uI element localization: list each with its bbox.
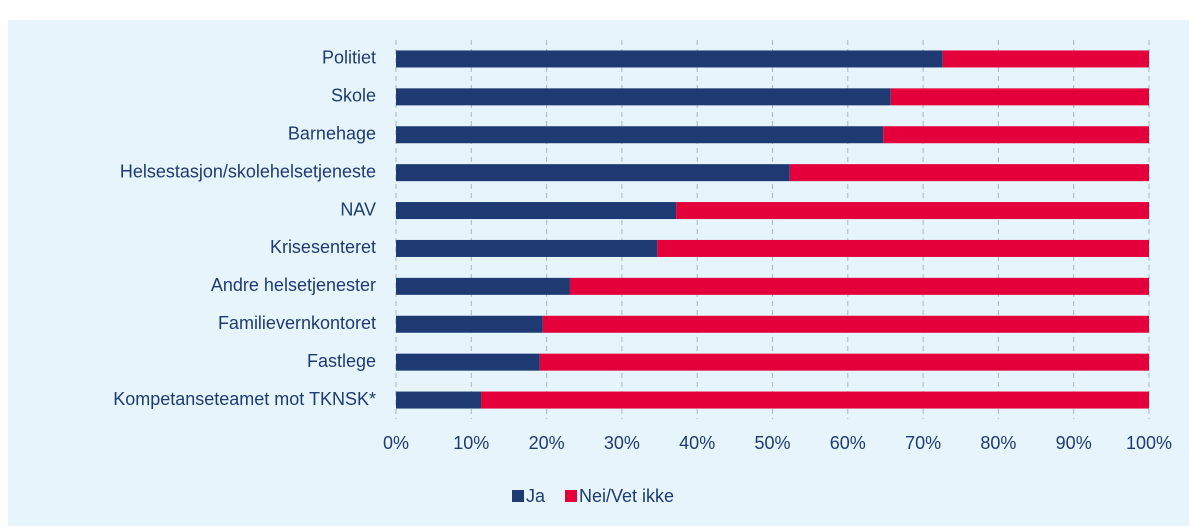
x-tick-label: 30% <box>604 433 640 453</box>
y-tick-label: Andre helsetjenester <box>211 275 376 295</box>
bar-segment <box>569 277 1149 295</box>
bar-segment <box>481 391 1149 409</box>
y-tick-label: Krisesenteret <box>270 237 376 257</box>
bar-segment <box>890 88 1149 106</box>
x-tick-label: 40% <box>679 433 715 453</box>
x-tick-label: 100% <box>1126 433 1172 453</box>
bar-segment <box>396 88 891 106</box>
bar-segment <box>942 50 1149 68</box>
y-tick-label: Barnehage <box>288 124 376 144</box>
y-tick-label: Skole <box>331 86 376 106</box>
bar-segment <box>542 315 1149 333</box>
x-tick-label: 90% <box>1056 433 1092 453</box>
x-tick-label: 20% <box>529 433 565 453</box>
y-tick-label: Helsestasjon/skolehelsetjeneste <box>120 161 376 181</box>
bar-segment <box>396 239 658 257</box>
x-tick-label: 60% <box>830 433 866 453</box>
bar-segment <box>396 391 482 409</box>
legend-swatch <box>565 490 578 502</box>
bar-segment <box>676 202 1149 220</box>
y-tick-label: Politiet <box>322 48 376 68</box>
bar-segment <box>396 202 677 220</box>
bar-segment <box>657 239 1149 257</box>
x-tick-label: 10% <box>453 433 489 453</box>
y-tick-label: Fastlege <box>307 351 376 371</box>
bar-segment <box>396 164 790 182</box>
y-tick-label: Kompetanseteamet mot TKNSK* <box>113 389 376 409</box>
y-tick-label: Familievernkontoret <box>218 313 376 333</box>
y-tick-label: NAV <box>340 199 376 219</box>
legend-label: Nei/Vet ikke <box>579 486 674 506</box>
x-tick-label: 70% <box>905 433 941 453</box>
bar-segment <box>789 164 1149 182</box>
bar-segment <box>396 277 570 295</box>
x-tick-label: 0% <box>383 433 409 453</box>
legend-label: Ja <box>526 486 546 506</box>
x-tick-label: 80% <box>980 433 1016 453</box>
bar-segment <box>539 353 1149 371</box>
bar-segment <box>396 315 543 333</box>
bar-segment <box>396 50 943 68</box>
bar-segment <box>396 126 884 144</box>
x-tick-label: 50% <box>754 433 790 453</box>
legend-swatch <box>512 490 524 502</box>
bar-segment <box>883 126 1149 144</box>
bar-segment <box>396 353 540 371</box>
